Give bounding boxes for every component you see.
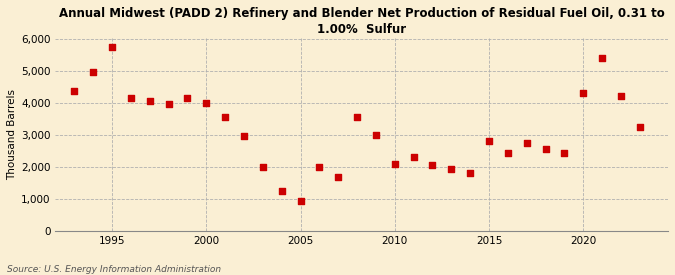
Point xyxy=(219,115,230,119)
Point xyxy=(502,150,513,155)
Point xyxy=(333,174,344,179)
Point xyxy=(88,70,99,75)
Title: Annual Midwest (PADD 2) Refinery and Blender Net Production of Residual Fuel Oil: Annual Midwest (PADD 2) Refinery and Ble… xyxy=(59,7,665,36)
Point xyxy=(182,96,193,100)
Point xyxy=(616,94,626,98)
Point xyxy=(276,189,287,193)
Text: Source: U.S. Energy Information Administration: Source: U.S. Energy Information Administ… xyxy=(7,265,221,274)
Point xyxy=(465,171,476,175)
Point xyxy=(201,101,212,105)
Point xyxy=(371,133,381,137)
Point xyxy=(427,163,438,167)
Point xyxy=(144,99,155,103)
Point xyxy=(521,141,532,145)
Point xyxy=(238,134,249,139)
Point xyxy=(126,96,136,100)
Point xyxy=(352,115,362,119)
Point xyxy=(446,166,457,171)
Point xyxy=(295,199,306,203)
Point xyxy=(69,89,80,94)
Point xyxy=(163,102,174,106)
Point xyxy=(634,125,645,129)
Point xyxy=(578,91,589,95)
Y-axis label: Thousand Barrels: Thousand Barrels xyxy=(7,89,17,180)
Point xyxy=(483,139,494,144)
Point xyxy=(257,165,268,169)
Point xyxy=(559,150,570,155)
Point xyxy=(389,161,400,166)
Point xyxy=(597,56,608,60)
Point xyxy=(314,165,325,169)
Point xyxy=(408,155,419,160)
Point xyxy=(540,147,551,152)
Point xyxy=(107,44,117,49)
